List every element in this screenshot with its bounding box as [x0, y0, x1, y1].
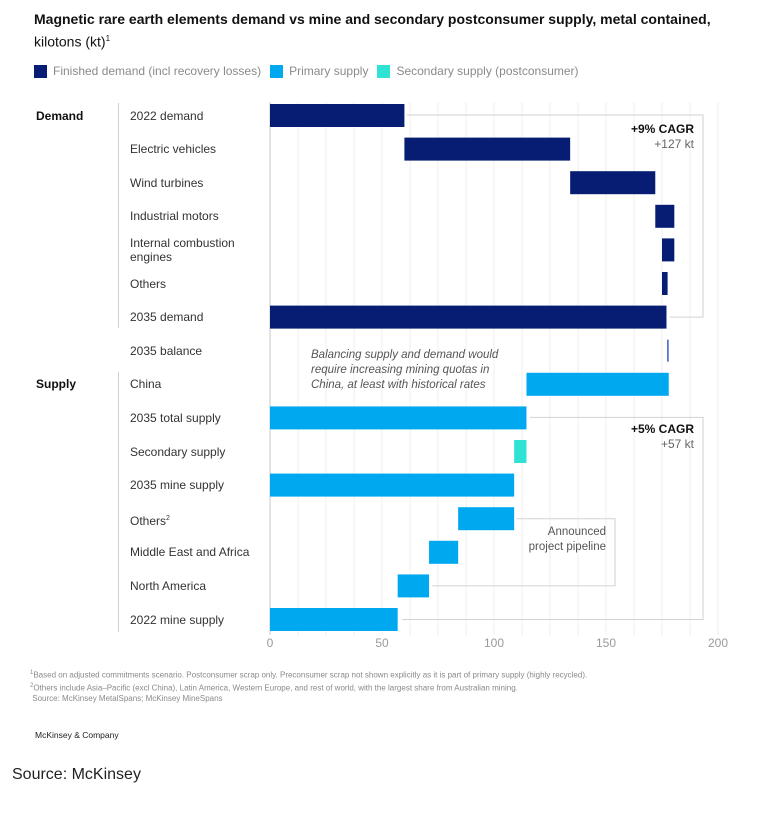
bar-2022-demand — [270, 104, 405, 127]
legend-label-secondary: Secondary supply (postconsumer) — [396, 64, 579, 78]
bar-secondary-supply — [514, 440, 527, 463]
footnote-2: 2Others include Asia–Pacific (excl China… — [30, 683, 518, 693]
legend: Finished demand (incl recovery losses) P… — [34, 64, 588, 78]
category-label: Secondary supply — [130, 444, 226, 459]
category-label: Electric vehicles — [130, 142, 217, 157]
bar-2035-mine-supply — [270, 473, 515, 497]
x-tick-label: 50 — [375, 636, 389, 650]
category-label: 2035 demand — [130, 310, 204, 325]
bar-north-america — [397, 574, 430, 598]
legend-label-demand: Finished demand (incl recovery losses) — [53, 64, 262, 78]
bar-2035-demand — [270, 305, 667, 329]
balance-note-line: Balancing supply and demand would — [311, 349, 499, 361]
demand-cagr-label: +9% CAGR — [631, 122, 694, 136]
category-label: Internal combustion engines — [130, 235, 235, 264]
bar-2035-balance — [667, 339, 669, 362]
bar-wind-turbines — [570, 171, 656, 195]
bar-china — [526, 372, 669, 396]
brackets — [402, 114, 704, 620]
category-label: North America — [130, 578, 207, 593]
gridlines — [269, 102, 719, 635]
legend-label-primary: Primary supply — [289, 64, 369, 78]
footnote-source: Source: McKinsey MetalSpans; McKinsey Mi… — [32, 694, 223, 704]
bar-electric-vehicles — [404, 137, 571, 161]
x-axis-ticks: 0 50 100 150 200 — [267, 636, 729, 650]
group-label-supply: Supply — [36, 377, 77, 391]
legend-swatch-primary — [270, 64, 284, 78]
category-label: Industrial motors — [130, 209, 219, 224]
x-tick-label: 0 — [267, 636, 274, 650]
balance-note-line: require increasing mining quotas in — [311, 364, 489, 376]
bar-industrial-motors — [655, 204, 675, 228]
title-footnote-mark: 1 — [105, 34, 111, 43]
x-tick-label: 150 — [596, 636, 616, 650]
demand-divider — [118, 103, 119, 328]
demand-growth-bracket — [406, 114, 704, 318]
pipeline-note-line: Announced — [548, 526, 606, 538]
pipeline-bracket — [432, 518, 616, 587]
footnote-1: 1Based on adjusted commitments scenario.… — [30, 670, 588, 680]
pipeline-note-line: project pipeline — [529, 541, 606, 553]
category-label: Others — [130, 276, 167, 291]
bar-others — [662, 272, 668, 295]
chart-title: Magnetic rare earth elements demand vs m… — [34, 10, 734, 52]
source-caption: Source: McKinsey — [12, 766, 141, 783]
category-label: Wind turbines — [130, 175, 204, 190]
legend-item-secondary: Secondary supply (postconsumer) — [377, 64, 579, 78]
bar-internal-combustion-engines — [662, 238, 675, 262]
supply-growth-bracket — [402, 416, 704, 620]
bars — [270, 104, 675, 631]
legend-item-primary: Primary supply — [270, 64, 368, 78]
category-label: 2022 mine supply — [130, 612, 225, 627]
bar-middle-east-and-africa — [429, 540, 459, 564]
category-label: 2022 demand — [130, 108, 204, 123]
footnotes: 1Based on adjusted commitments scenario.… — [30, 668, 770, 705]
bar-2022-mine-supply — [270, 608, 398, 631]
chart-title-bold: Magnetic rare earth elements demand vs m… — [34, 11, 711, 27]
legend-item-demand: Finished demand (incl recovery losses) — [34, 64, 261, 78]
group-label-demand: Demand — [36, 109, 84, 123]
bar-2035-total-supply — [270, 406, 527, 430]
legend-swatch-demand — [34, 64, 47, 78]
x-tick-label: 200 — [708, 636, 728, 650]
supply-divider — [118, 372, 119, 632]
legend-swatch-secondary — [377, 64, 391, 78]
category-label: 2035 total supply — [130, 410, 221, 425]
category-label: Middle East and Africa — [130, 545, 250, 560]
annotations: +9% CAGR+127 kt +5% CAGR+57 kt Balancing s… — [311, 122, 695, 553]
brand-mckinsey: McKinsey & Company — [35, 730, 119, 740]
category-label: 2035 balance — [130, 343, 203, 358]
bar-others — [458, 507, 515, 531]
x-tick-label: 100 — [484, 636, 504, 650]
category-label: 2035 mine supply — [130, 478, 225, 493]
supply-cagr-label: +5% CAGR — [631, 422, 694, 436]
category-label: Others2 — [130, 513, 170, 528]
demand-delta-label: +127 kt — [654, 137, 694, 151]
category-label: China — [130, 377, 162, 392]
supply-delta-label: +57 kt — [661, 437, 695, 451]
chart-title-unit: kilotons (kt) — [34, 33, 106, 50]
waterfall-chart: 0 50 100 150 200 +9% CAGR+127 kt +5% CAGR+57 … — [267, 102, 729, 650]
balance-note-line: China, at least with historical rates — [311, 379, 486, 391]
